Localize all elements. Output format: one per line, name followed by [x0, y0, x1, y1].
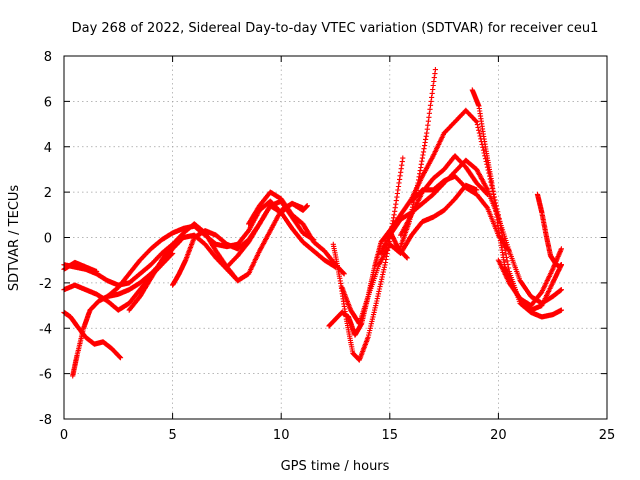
- y-tick-label: -2: [39, 277, 52, 292]
- series-track-17: [398, 153, 491, 238]
- series-marks: [330, 155, 406, 363]
- series-marks: [61, 309, 124, 361]
- y-tick-label: 0: [44, 232, 52, 247]
- x-tick-labels: 0 5 10 15 20 25: [60, 428, 615, 443]
- series-track-2: [61, 259, 100, 275]
- x-tick-label: 5: [168, 428, 176, 443]
- series-marks: [387, 107, 564, 320]
- x-tick-label: 15: [382, 428, 399, 443]
- series-marks: [61, 259, 100, 275]
- data-points: [61, 67, 564, 379]
- series-marks: [246, 189, 347, 277]
- series-track-10: [246, 189, 347, 277]
- y-tick-label: 2: [44, 186, 52, 201]
- y-tick-label: -8: [39, 413, 52, 428]
- axis-ticks: [63, 55, 608, 420]
- series-marks: [534, 191, 564, 270]
- x-axis-label: GPS time / hours: [281, 459, 390, 474]
- series-marks: [339, 182, 480, 327]
- y-axis-label: SDTVAR / TECUs: [7, 185, 22, 292]
- x-tick-label: 10: [273, 428, 290, 443]
- series-track-5: [70, 232, 241, 379]
- x-tick-label: 25: [599, 428, 616, 443]
- series-track-15: [387, 107, 564, 320]
- x-tick-label: 20: [490, 428, 507, 443]
- y-tick-label: 4: [44, 141, 52, 156]
- series-track-13: [339, 182, 480, 327]
- y-tick-labels: -8 -6 -4 -2 0 2 4 6 8: [39, 50, 52, 428]
- chart-title: Day 268 of 2022, Sidereal Day-to-day VTE…: [72, 21, 599, 36]
- series-marks: [398, 153, 491, 238]
- x-tick-label: 0: [60, 428, 68, 443]
- series-track-12: [330, 155, 406, 363]
- y-tick-label: -4: [39, 322, 52, 337]
- series-track-4: [61, 309, 124, 361]
- y-tick-label: 8: [44, 50, 52, 65]
- y-tick-label: 6: [44, 95, 52, 110]
- series-marks: [70, 232, 241, 379]
- y-tick-label: -6: [39, 368, 52, 383]
- series-track-21: [534, 191, 564, 270]
- grid: [64, 56, 607, 419]
